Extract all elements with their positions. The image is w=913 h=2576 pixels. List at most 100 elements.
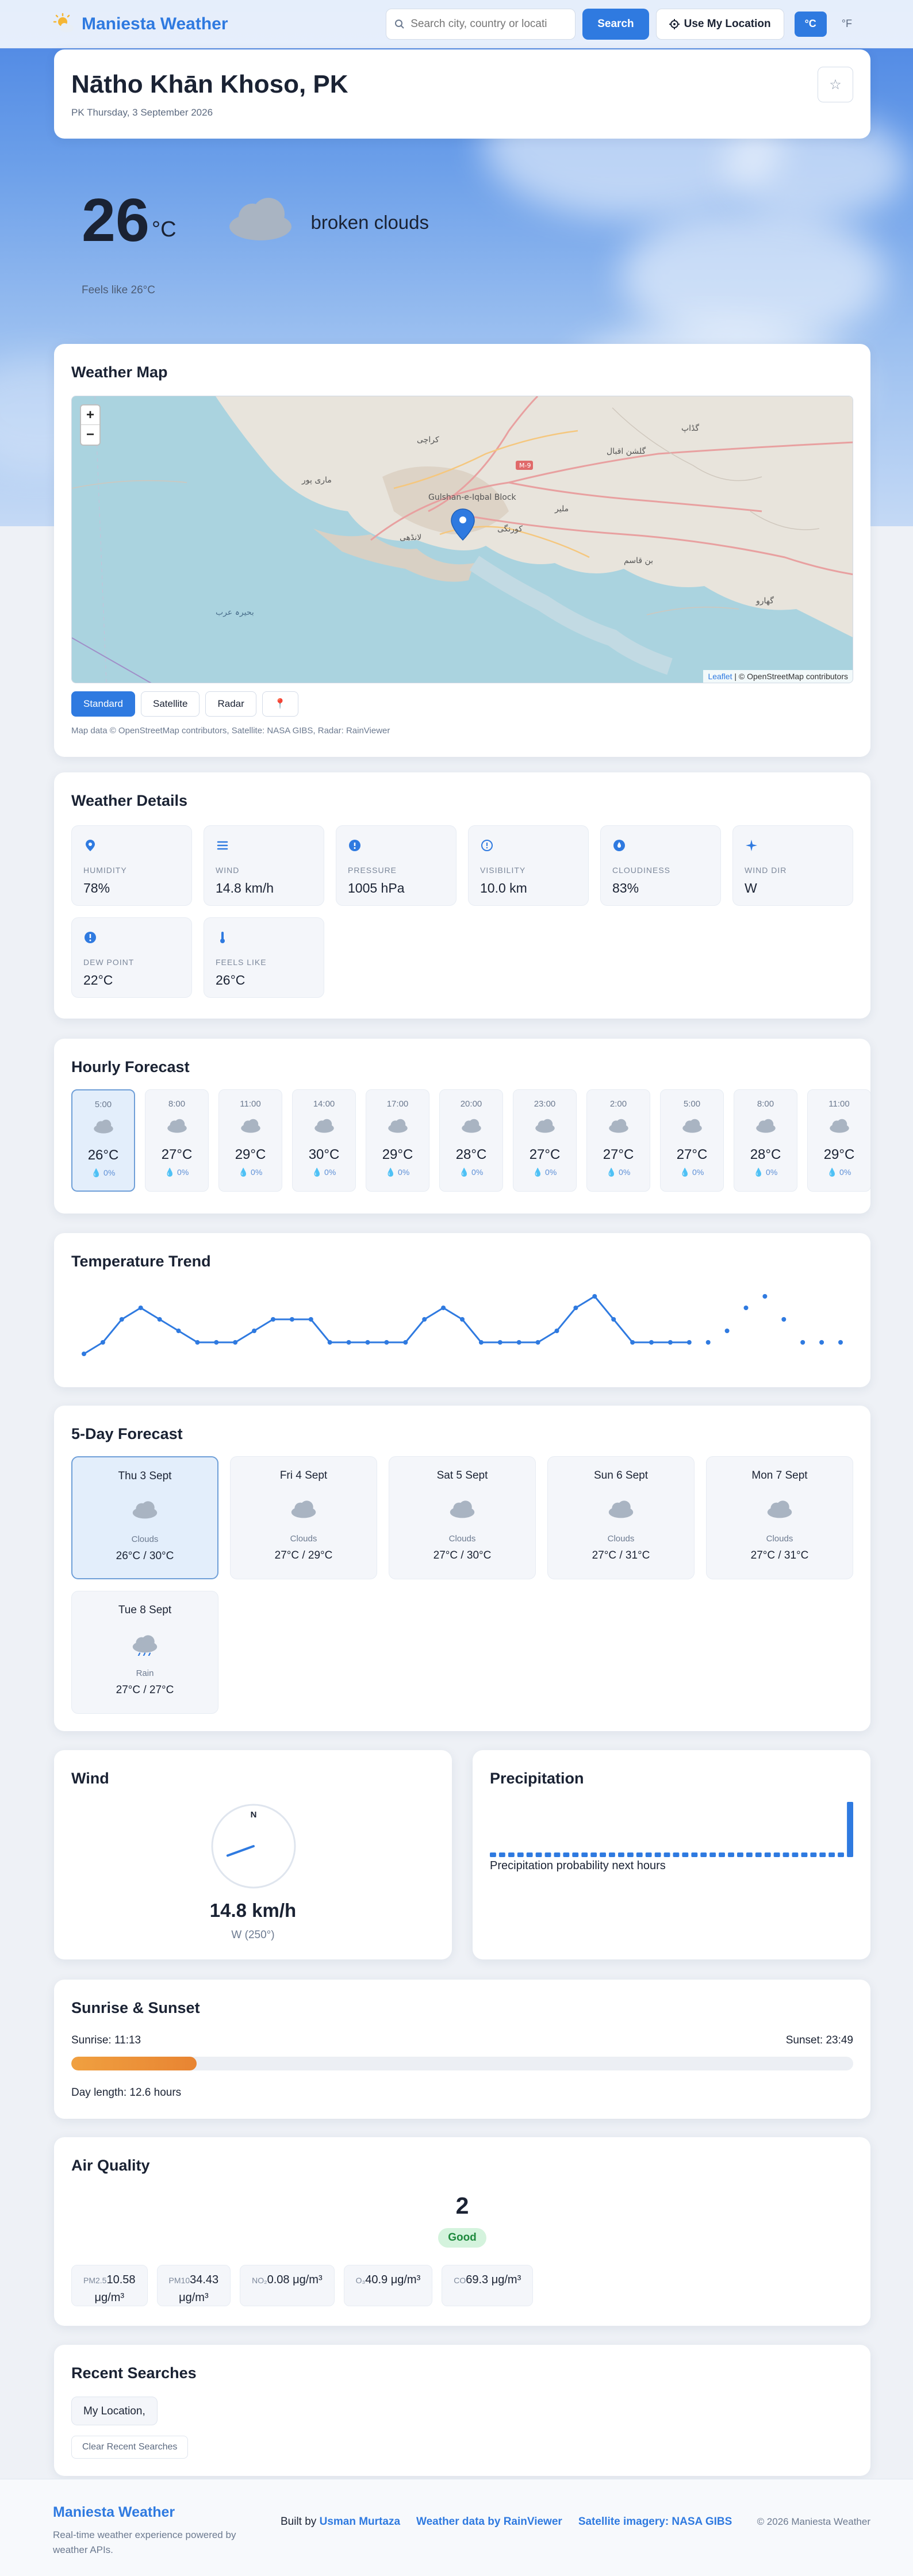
cloud-icon xyxy=(535,1119,555,1133)
hourly-item[interactable]: 2:00 27°C 💧 0% xyxy=(586,1089,650,1192)
precipitation-chart xyxy=(490,1802,853,1857)
hour-temp: 27°C xyxy=(529,1147,561,1162)
footer-tagline: Real-time weather experience powered by … xyxy=(53,2529,236,2555)
day-range: 27°C / 30°C xyxy=(433,1549,492,1561)
hourly-item[interactable]: 5:00 26°C 💧 0% xyxy=(71,1089,135,1192)
trend-point xyxy=(554,1329,559,1333)
precip-bar xyxy=(737,1852,743,1857)
hour-temp: 28°C xyxy=(750,1147,781,1162)
map-title: Weather Map xyxy=(71,363,168,381)
map-tab-pin[interactable]: 📍 xyxy=(262,691,298,717)
daily-item[interactable]: Sun 6 Sept Clouds 27°C / 31°C xyxy=(547,1456,695,1579)
trend-point xyxy=(535,1340,540,1345)
hourly-item[interactable]: 14:00 30°C 💧 0% xyxy=(292,1089,356,1192)
detail-label: WIND xyxy=(216,866,240,875)
map-tiles: کراچی گلشن اقبال Gulshan-e-Iqbal Block ل… xyxy=(72,396,853,683)
map-tab-standard[interactable]: Standard xyxy=(71,691,135,717)
current-condition: broken clouds xyxy=(310,212,429,233)
search-input[interactable] xyxy=(411,17,566,30)
nasa-gibs-link[interactable]: Satellite imagery: NASA GIBS xyxy=(578,2516,732,2528)
zoom-in-button[interactable]: + xyxy=(81,405,99,425)
detail-label: PRESSURE xyxy=(348,866,397,875)
clear-recent-button[interactable]: Clear Recent Searches xyxy=(71,2436,189,2459)
unit-celsius-toggle[interactable]: °C xyxy=(794,11,827,37)
rainviewer-link[interactable]: Weather data by RainViewer xyxy=(416,2516,562,2528)
trend-point xyxy=(233,1340,238,1345)
precip-bar xyxy=(728,1852,734,1857)
hourly-item[interactable]: 8:00 27°C 💧 0% xyxy=(145,1089,209,1192)
trend-point xyxy=(308,1317,313,1322)
daily-item[interactable]: Thu 3 Sept Clouds 26°C / 30°C xyxy=(71,1456,218,1579)
precip-bar xyxy=(719,1852,725,1857)
leaflet-link[interactable]: Leaflet xyxy=(708,672,732,681)
hourly-item[interactable]: 23:00 27°C 💧 0% xyxy=(513,1089,577,1192)
hourly-item[interactable]: 8:00 28°C 💧 0% xyxy=(734,1089,797,1192)
compass-north-label: N xyxy=(251,1810,257,1820)
day-desc: Clouds xyxy=(766,1534,793,1544)
recent-title: Recent Searches xyxy=(71,2364,197,2382)
map-label-town7: بن قاسم xyxy=(624,556,653,565)
hour-time: 23:00 xyxy=(534,1099,556,1109)
favorite-button[interactable]: ☆ xyxy=(818,67,853,102)
hourly-strip[interactable]: 5:00 26°C 💧 0% 8:00 27°C 💧 0% 11:00 29°C 💧 0% 14:… xyxy=(71,1089,870,1192)
current-weather: 26 °C broken clouds xyxy=(82,190,429,251)
hourly-item[interactable]: 11:00 29°C 💧 0% xyxy=(218,1089,282,1192)
app-header: Maniesta Weather Search Use My Location … xyxy=(0,0,913,48)
crosshair-icon xyxy=(669,18,680,29)
hour-time: 2:00 xyxy=(609,1099,627,1109)
unit-fahrenheit-toggle[interactable]: °F xyxy=(834,12,860,37)
use-location-button[interactable]: Use My Location xyxy=(655,8,784,40)
hour-temp: 30°C xyxy=(308,1147,340,1162)
map-label-city: کراچی xyxy=(417,435,439,445)
pollutant-item: NO₂0.08 μg/m³ xyxy=(240,2265,335,2306)
pollutant-name: CO xyxy=(454,2276,466,2285)
map-label-town3: گڈاپ xyxy=(681,423,699,433)
trend-point xyxy=(800,1340,805,1345)
pollutant-name: PM2.5 xyxy=(83,2276,107,2285)
map-view[interactable]: کراچی گلشن اقبال Gulshan-e-Iqbal Block ل… xyxy=(71,396,853,683)
hourly-item[interactable]: 20:00 28°C 💧 0% xyxy=(439,1089,503,1192)
day-desc: Clouds xyxy=(448,1534,476,1544)
hourly-item[interactable]: 17:00 29°C 💧 0% xyxy=(366,1089,429,1192)
pollutant-value: 0.08 μg/m³ xyxy=(267,2273,323,2286)
trend-point xyxy=(384,1340,389,1345)
daily-item[interactable]: Fri 4 Sept Clouds 27°C / 29°C xyxy=(230,1456,377,1579)
map-marker-icon[interactable] xyxy=(451,508,475,541)
cloud-icon xyxy=(755,1119,776,1133)
daily-item[interactable]: Sat 5 Sept Clouds 27°C / 30°C xyxy=(389,1456,536,1579)
map-label-town10: لانڈھی xyxy=(400,533,421,542)
precip-bar xyxy=(782,1852,789,1857)
hour-time: 5:00 xyxy=(94,1100,112,1109)
daily-item[interactable]: Tue 8 Sept Rain 27°C / 27°C xyxy=(71,1591,218,1714)
five-day-forecast-card: 5-Day Forecast Thu 3 Sept Clouds 26°C / 30… xyxy=(54,1406,870,1731)
day-range: 27°C / 27°C xyxy=(116,1684,174,1696)
recent-search-item[interactable]: My Location, xyxy=(71,2397,158,2425)
precip-bar xyxy=(554,1852,561,1857)
precipitation-card: Precipitation Precipitation probability … xyxy=(473,1750,870,1959)
hourly-item[interactable]: 11:00 29°C 💧 0% xyxy=(807,1089,870,1192)
author-link[interactable]: Usman Murtaza xyxy=(319,2516,401,2528)
hour-temp: 29°C xyxy=(235,1147,266,1162)
hour-pop: 💧 0% xyxy=(385,1168,410,1177)
precip-bar xyxy=(544,1852,551,1857)
day-desc: Clouds xyxy=(290,1534,317,1544)
feels-like: Feels like 26°C xyxy=(82,284,155,296)
current-temp: 26 xyxy=(82,186,149,254)
hourly-item[interactable]: 5:00 27°C 💧 0% xyxy=(660,1089,724,1192)
brand[interactable]: Maniesta Weather xyxy=(53,13,228,36)
map-tab-satellite[interactable]: Satellite xyxy=(141,691,200,717)
daylight-progress-fill xyxy=(71,2057,197,2070)
trend-point xyxy=(478,1340,484,1345)
precip-bar xyxy=(746,1852,753,1857)
sun-title: Sunrise & Sunset xyxy=(71,1999,200,2016)
precip-bar xyxy=(600,1852,606,1857)
search-button[interactable]: Search xyxy=(582,8,649,40)
hour-temp: 29°C xyxy=(823,1147,855,1162)
wind-title: Wind xyxy=(71,1770,109,1787)
map-tab-radar[interactable]: Radar xyxy=(205,691,256,717)
daily-item[interactable]: Mon 7 Sept Clouds 27°C / 31°C xyxy=(706,1456,853,1579)
pollutant-name: O₃ xyxy=(355,2276,366,2285)
droplet-pin-icon xyxy=(86,840,95,851)
day-range: 26°C / 30°C xyxy=(116,1550,174,1562)
zoom-out-button[interactable]: − xyxy=(86,427,94,442)
